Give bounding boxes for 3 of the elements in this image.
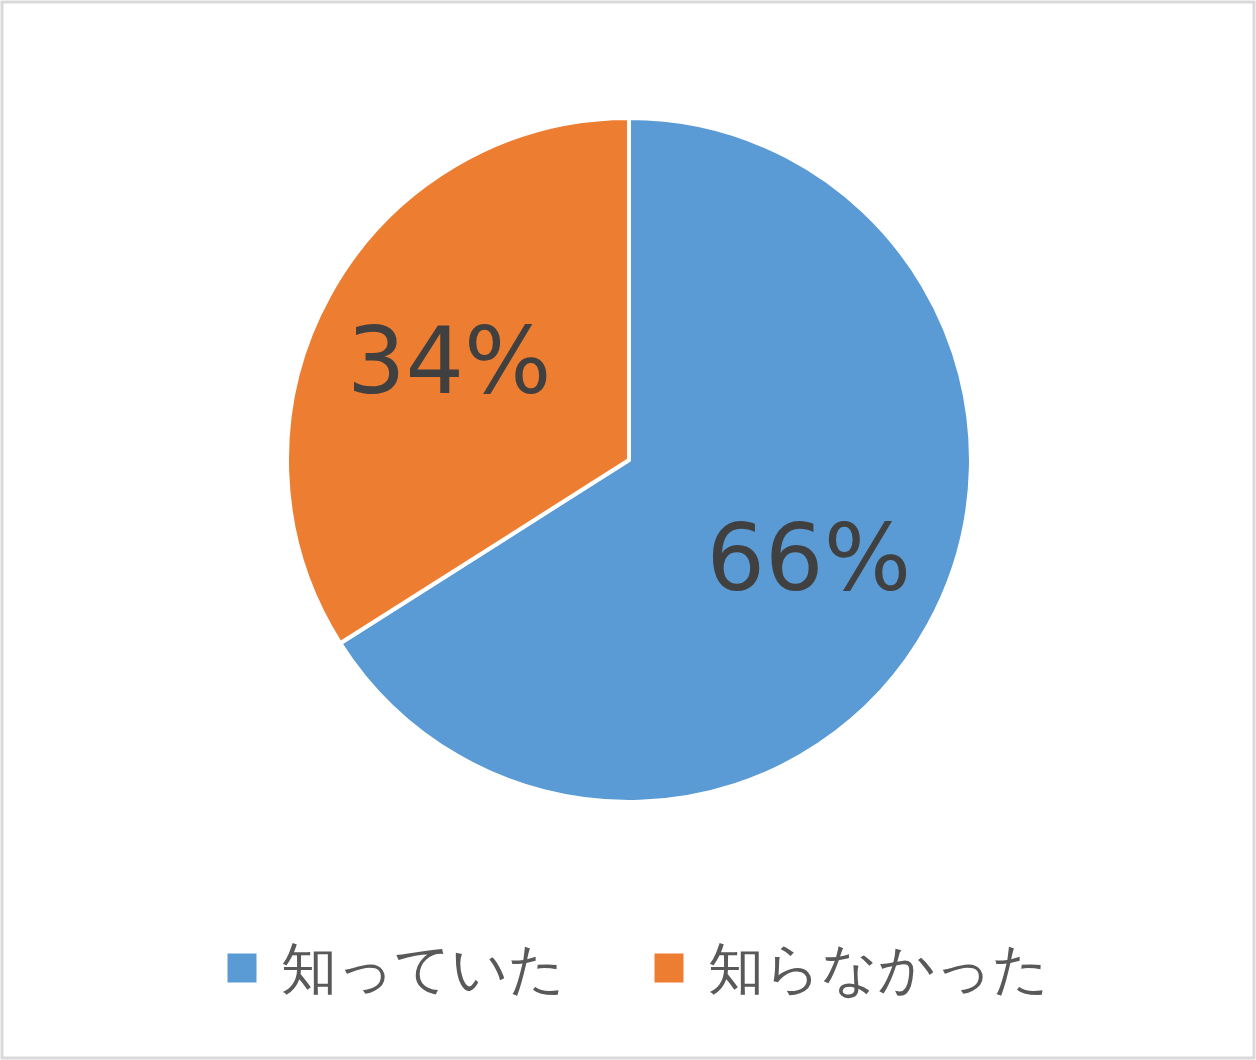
legend-label: 知っていた bbox=[280, 935, 565, 1001]
legend: 知っていた 知らなかった bbox=[227, 935, 1049, 1001]
legend-label: 知らなかった bbox=[707, 935, 1049, 1001]
